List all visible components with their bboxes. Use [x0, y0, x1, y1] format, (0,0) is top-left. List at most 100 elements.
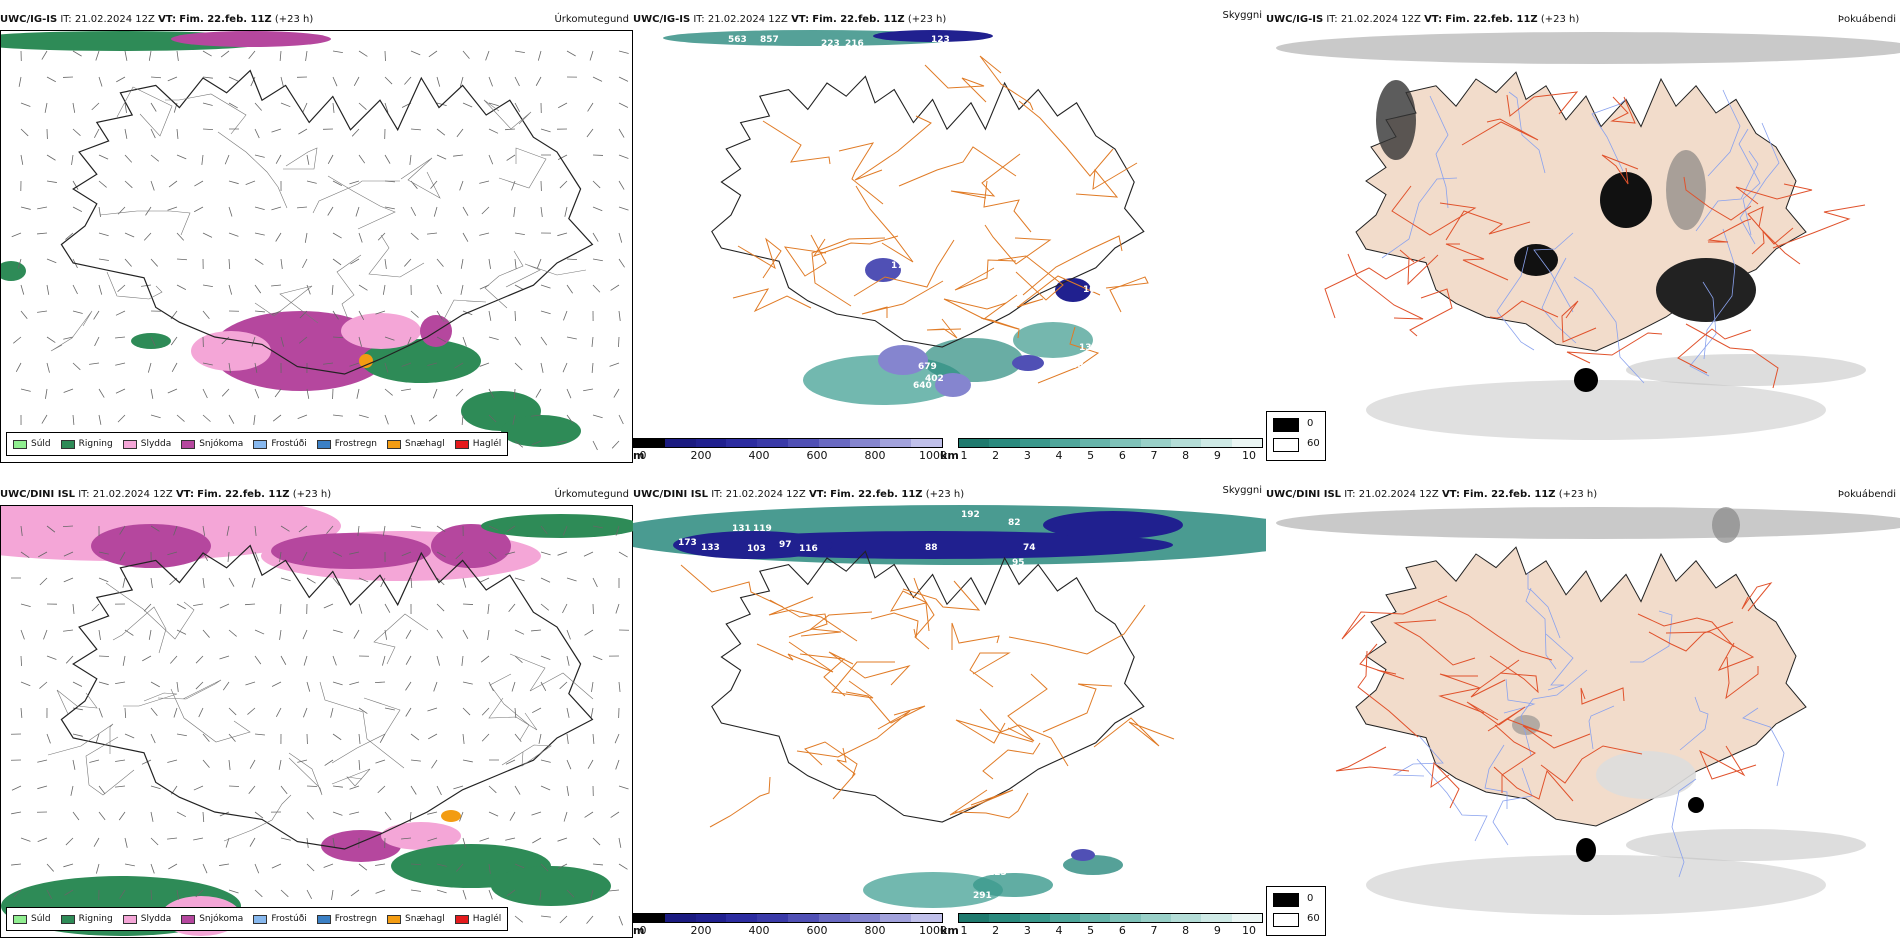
map-line — [72, 284, 78, 295]
map-line — [404, 76, 412, 85]
map-line — [410, 577, 413, 589]
map-line — [15, 362, 22, 372]
legend-item-rigning: Rigning — [60, 439, 113, 449]
map-line — [453, 785, 464, 790]
map-line — [20, 206, 31, 210]
precip-legend: Súld Rigning Slydda Snjókoma Frostúði Frostre… — [6, 432, 509, 456]
colorbar-cell — [1231, 439, 1262, 447]
map-line — [384, 76, 393, 85]
map-line — [202, 733, 210, 742]
precip-map[interactable] — [0, 30, 633, 463]
map-line — [427, 362, 438, 366]
road-network — [732, 55, 1149, 384]
cloud-visibility-map[interactable]: 192 82 173 131 119 97 88 74 95 133 103 116 10 123 313 2… — [633, 505, 1266, 938]
map-line — [150, 76, 162, 79]
map-line — [488, 258, 491, 269]
map-line — [488, 310, 492, 321]
map-line — [540, 310, 551, 315]
map-line — [228, 180, 239, 185]
it-label: IT: — [711, 489, 723, 500]
map-line — [98, 258, 109, 261]
map-line — [72, 759, 76, 770]
map-polyline — [501, 744, 552, 767]
map-polyline — [1707, 218, 1752, 243]
map-line — [20, 551, 30, 558]
shaded-area — [491, 866, 611, 906]
tick-label: 1 — [960, 449, 968, 462]
map-line — [117, 414, 126, 423]
cloud-base-label: 86 — [991, 394, 1004, 404]
map-line — [63, 863, 74, 868]
map-polyline — [1007, 673, 1048, 742]
map-line — [488, 388, 495, 399]
map-line — [436, 154, 447, 160]
legend-label: Snjókoma — [199, 914, 244, 924]
map-line — [618, 258, 625, 268]
panel-header: UWC/DINI ISL IT: 21.02.2024 12Z VT: Fim.… — [633, 489, 1266, 503]
map-line — [481, 733, 490, 742]
map-line — [618, 128, 625, 138]
map-line — [254, 362, 258, 373]
map-polyline — [1679, 696, 1709, 751]
legend-label: Haglél — [472, 914, 502, 924]
map-line — [46, 889, 53, 900]
map-line — [46, 180, 57, 183]
map-line — [462, 837, 467, 848]
map-line — [514, 102, 520, 113]
map-polyline — [1391, 185, 1477, 236]
map-line — [176, 733, 187, 737]
cloud-base-label: 640 — [913, 381, 932, 391]
map-line — [94, 336, 100, 347]
map-polyline — [1527, 572, 1561, 639]
colorbar-cell — [818, 914, 850, 922]
fog-map[interactable] — [1266, 30, 1900, 463]
map-line — [278, 759, 282, 770]
map-polyline — [85, 736, 135, 796]
map-line — [331, 889, 334, 900]
model-name: UWC/DINI ISL — [1266, 489, 1342, 500]
cloud-visibility-map[interactable]: 563 857 223 216 123 178 105 679 640 402 86 158 133 18… — [633, 30, 1266, 463]
map-line — [167, 837, 178, 840]
model-name: UWC/DINI ISL — [633, 489, 709, 500]
map-polyline — [1630, 610, 1673, 663]
precip-areas — [1, 506, 633, 936]
map-line — [410, 206, 417, 217]
vt-label: VT: — [1441, 489, 1460, 500]
map-line — [540, 284, 551, 289]
map-line — [306, 180, 317, 184]
colorbar-cell — [1080, 914, 1111, 922]
map-polyline — [1725, 656, 1759, 700]
map-polyline — [165, 93, 247, 135]
map-polyline — [1037, 326, 1100, 384]
map-line — [147, 362, 152, 373]
map-line — [540, 362, 544, 373]
map-polyline — [223, 794, 292, 842]
map-line — [401, 551, 412, 557]
fog-title: Þokuábendi — [1837, 489, 1896, 500]
map-polyline — [969, 652, 1011, 688]
precip-map[interactable] — [0, 505, 633, 938]
shaded-area — [1574, 368, 1598, 392]
map-line — [41, 50, 48, 60]
fog-map[interactable] — [1266, 505, 1900, 938]
visibility-ticks: 1 2 3 4 5 6 7 8 9 10 — [958, 449, 1263, 463]
map-line — [225, 837, 230, 848]
map-line — [202, 577, 205, 588]
shaded-area — [863, 872, 1003, 908]
map-line — [245, 681, 256, 686]
map-line — [436, 863, 447, 867]
map-line — [271, 284, 282, 287]
map-line — [176, 681, 179, 692]
cloud-base-colorbar — [633, 913, 943, 923]
map-line — [351, 128, 360, 137]
map-line — [37, 785, 48, 790]
map-line — [275, 232, 282, 242]
map-line — [559, 681, 568, 690]
map-polyline — [913, 577, 935, 650]
map-line — [592, 180, 601, 189]
map-line — [37, 206, 48, 210]
map-line — [193, 837, 204, 841]
map-line — [98, 577, 109, 583]
vt-value: Fim. 22.feb. 11Z — [830, 489, 923, 500]
map-line — [405, 655, 412, 665]
